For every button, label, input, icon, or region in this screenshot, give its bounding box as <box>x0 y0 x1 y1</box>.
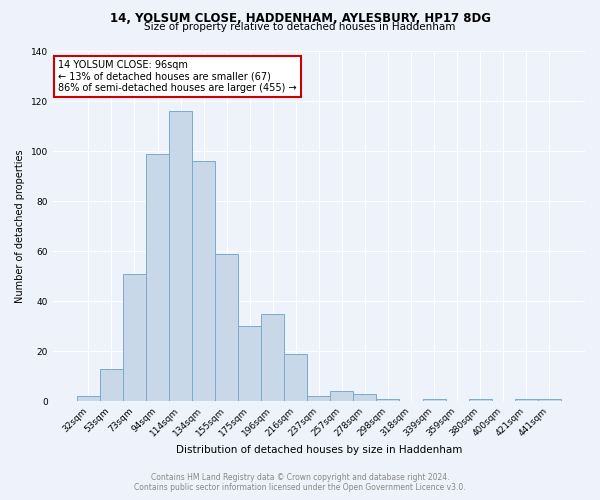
Bar <box>538 398 561 401</box>
Bar <box>100 368 123 401</box>
Bar <box>169 111 192 401</box>
Bar <box>146 154 169 401</box>
Bar <box>331 391 353 401</box>
Bar <box>261 314 284 401</box>
Bar <box>284 354 307 401</box>
X-axis label: Distribution of detached houses by size in Haddenham: Distribution of detached houses by size … <box>176 445 462 455</box>
Bar <box>238 326 261 401</box>
Bar <box>376 398 400 401</box>
Bar <box>515 398 538 401</box>
Bar <box>307 396 331 401</box>
Text: 14, YOLSUM CLOSE, HADDENHAM, AYLESBURY, HP17 8DG: 14, YOLSUM CLOSE, HADDENHAM, AYLESBURY, … <box>110 12 491 26</box>
Bar <box>353 394 376 401</box>
Y-axis label: Number of detached properties: Number of detached properties <box>15 149 25 303</box>
Bar <box>192 161 215 401</box>
Bar <box>469 398 491 401</box>
Text: Contains HM Land Registry data © Crown copyright and database right 2024.
Contai: Contains HM Land Registry data © Crown c… <box>134 473 466 492</box>
Text: 14 YOLSUM CLOSE: 96sqm
← 13% of detached houses are smaller (67)
86% of semi-det: 14 YOLSUM CLOSE: 96sqm ← 13% of detached… <box>58 60 296 93</box>
Bar <box>77 396 100 401</box>
Bar <box>422 398 446 401</box>
Bar <box>215 254 238 401</box>
Text: Size of property relative to detached houses in Haddenham: Size of property relative to detached ho… <box>145 22 455 32</box>
Bar <box>123 274 146 401</box>
